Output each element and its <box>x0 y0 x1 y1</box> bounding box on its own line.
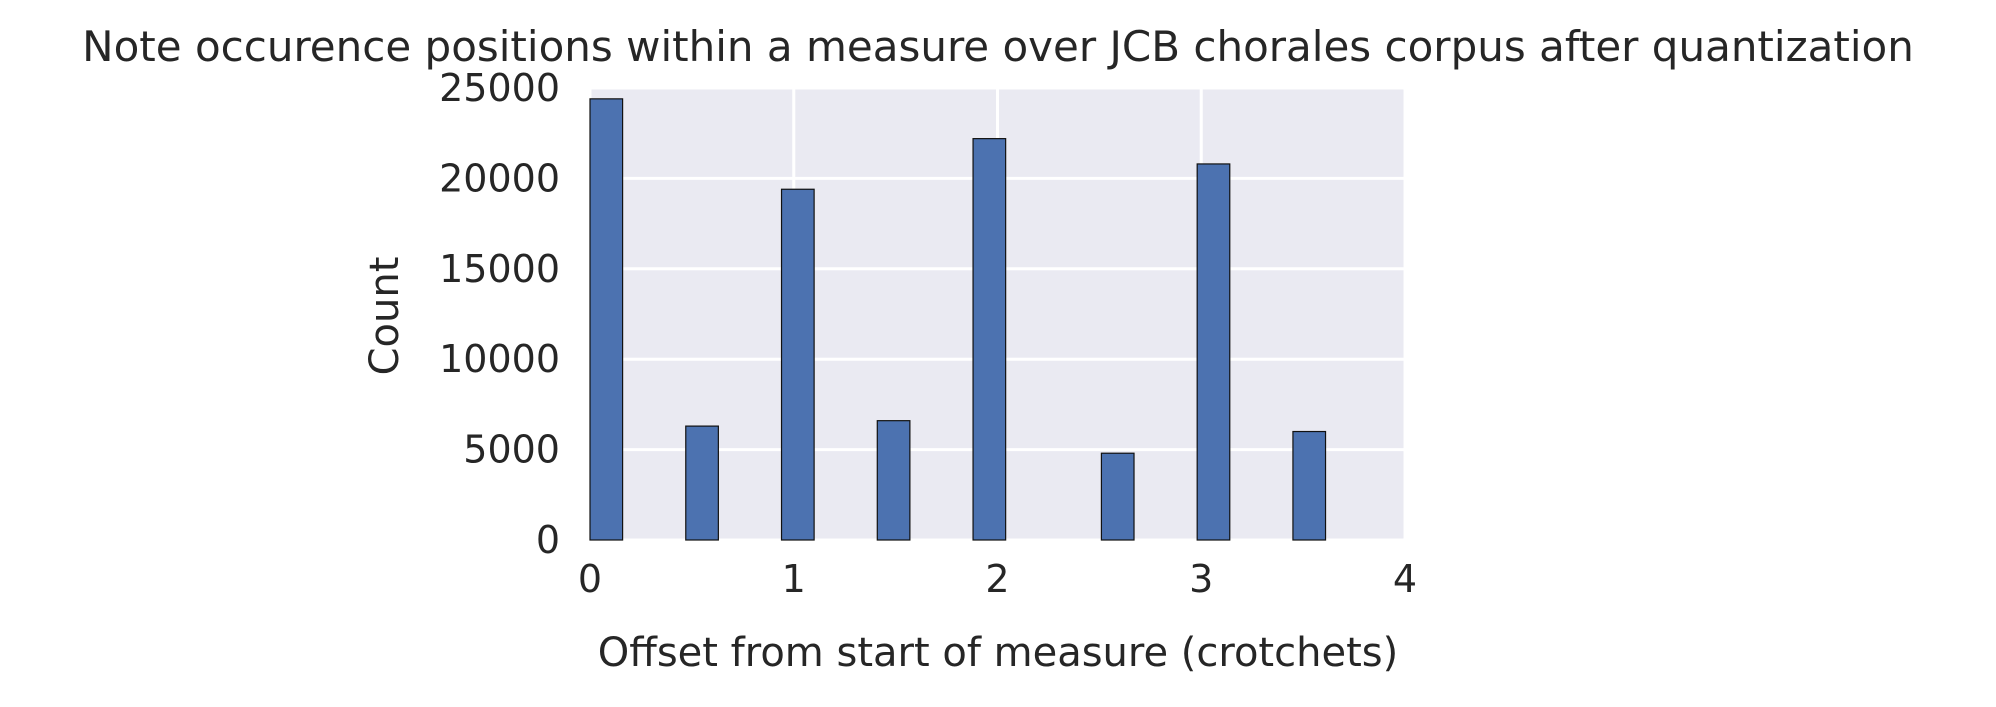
bars <box>589 98 1327 541</box>
y-tick-label: 25000 <box>439 66 560 110</box>
y-tick-label: 5000 <box>463 428 560 472</box>
y-axis-ticks: 0 5000 10000 15000 20000 25000 <box>439 66 560 562</box>
y-tick-label: 10000 <box>439 337 560 381</box>
bar <box>972 138 1007 541</box>
x-axis-ticks: 0 1 2 3 4 <box>578 557 1417 601</box>
x-tick-label: 4 <box>1393 557 1417 601</box>
bar <box>876 420 911 541</box>
y-tick-label: 0 <box>536 518 560 562</box>
x-tick-label: 0 <box>578 557 602 601</box>
y-tick-label: 20000 <box>439 156 560 200</box>
x-tick-label: 2 <box>985 557 1009 601</box>
y-axis-label: Count <box>362 257 408 376</box>
bar <box>685 425 719 541</box>
bar <box>1292 430 1327 541</box>
bar <box>1196 163 1231 541</box>
bar <box>589 98 624 541</box>
y-tick-label: 15000 <box>439 247 560 291</box>
bar <box>780 188 815 541</box>
bar <box>1100 452 1135 541</box>
x-tick-label: 1 <box>782 557 806 601</box>
chart-title: Note occurence positions within a measur… <box>82 22 1914 71</box>
x-tick-label: 3 <box>1189 557 1213 601</box>
x-axis-label: Offset from start of measure (crotchets) <box>598 630 1398 676</box>
